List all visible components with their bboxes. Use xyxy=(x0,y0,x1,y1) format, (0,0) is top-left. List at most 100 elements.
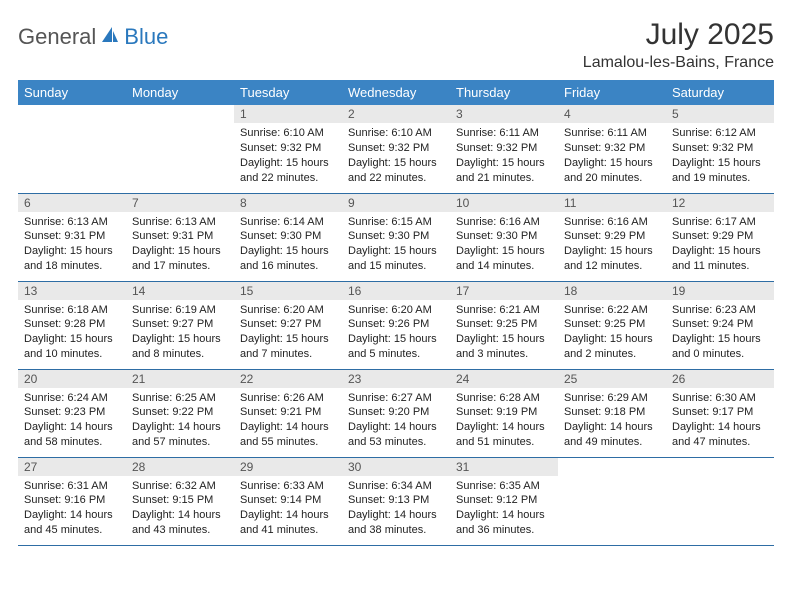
sunrise-text: Sunrise: 6:20 AM xyxy=(240,303,336,318)
day-content: Sunrise: 6:17 AMSunset: 9:29 PMDaylight:… xyxy=(666,212,774,278)
daylight-text: Daylight: 14 hours and 53 minutes. xyxy=(348,420,444,450)
daylight-text: Daylight: 15 hours and 0 minutes. xyxy=(672,332,768,362)
sunset-text: Sunset: 9:17 PM xyxy=(672,405,768,420)
day-content: Sunrise: 6:18 AMSunset: 9:28 PMDaylight:… xyxy=(18,300,126,366)
sunset-text: Sunset: 9:21 PM xyxy=(240,405,336,420)
logo: General Blue xyxy=(18,18,168,50)
day-content: Sunrise: 6:21 AMSunset: 9:25 PMDaylight:… xyxy=(450,300,558,366)
calendar-row: 13Sunrise: 6:18 AMSunset: 9:28 PMDayligh… xyxy=(18,281,774,369)
daylight-text: Daylight: 15 hours and 16 minutes. xyxy=(240,244,336,274)
day-content: Sunrise: 6:20 AMSunset: 9:26 PMDaylight:… xyxy=(342,300,450,366)
day-header: Thursday xyxy=(450,80,558,105)
daylight-text: Daylight: 14 hours and 38 minutes. xyxy=(348,508,444,538)
daylight-text: Daylight: 15 hours and 2 minutes. xyxy=(564,332,660,362)
sunrise-text: Sunrise: 6:35 AM xyxy=(456,479,552,494)
logo-sail-icon xyxy=(100,25,120,50)
sunset-text: Sunset: 9:28 PM xyxy=(24,317,120,332)
calendar-cell: 15Sunrise: 6:20 AMSunset: 9:27 PMDayligh… xyxy=(234,281,342,369)
sunrise-text: Sunrise: 6:26 AM xyxy=(240,391,336,406)
day-number: 16 xyxy=(342,282,450,300)
day-content: Sunrise: 6:27 AMSunset: 9:20 PMDaylight:… xyxy=(342,388,450,454)
day-number: 22 xyxy=(234,370,342,388)
sunset-text: Sunset: 9:32 PM xyxy=(564,141,660,156)
day-content: Sunrise: 6:25 AMSunset: 9:22 PMDaylight:… xyxy=(126,388,234,454)
day-header: Friday xyxy=(558,80,666,105)
month-title: July 2025 xyxy=(583,18,774,52)
daylight-text: Daylight: 14 hours and 47 minutes. xyxy=(672,420,768,450)
daylight-text: Daylight: 15 hours and 8 minutes. xyxy=(132,332,228,362)
sunrise-text: Sunrise: 6:22 AM xyxy=(564,303,660,318)
sunrise-text: Sunrise: 6:23 AM xyxy=(672,303,768,318)
day-number: 25 xyxy=(558,370,666,388)
calendar-cell: 4Sunrise: 6:11 AMSunset: 9:32 PMDaylight… xyxy=(558,105,666,193)
sunrise-text: Sunrise: 6:30 AM xyxy=(672,391,768,406)
calendar-cell: 6Sunrise: 6:13 AMSunset: 9:31 PMDaylight… xyxy=(18,193,126,281)
day-header: Wednesday xyxy=(342,80,450,105)
day-content: Sunrise: 6:12 AMSunset: 9:32 PMDaylight:… xyxy=(666,123,774,189)
calendar-cell: 17Sunrise: 6:21 AMSunset: 9:25 PMDayligh… xyxy=(450,281,558,369)
sunrise-text: Sunrise: 6:17 AM xyxy=(672,215,768,230)
sunset-text: Sunset: 9:32 PM xyxy=(672,141,768,156)
logo-text-blue: Blue xyxy=(124,24,168,50)
sunset-text: Sunset: 9:25 PM xyxy=(564,317,660,332)
day-content: Sunrise: 6:34 AMSunset: 9:13 PMDaylight:… xyxy=(342,476,450,542)
calendar-cell: 10Sunrise: 6:16 AMSunset: 9:30 PMDayligh… xyxy=(450,193,558,281)
sunset-text: Sunset: 9:30 PM xyxy=(348,229,444,244)
daylight-text: Daylight: 14 hours and 58 minutes. xyxy=(24,420,120,450)
calendar-cell: 22Sunrise: 6:26 AMSunset: 9:21 PMDayligh… xyxy=(234,369,342,457)
calendar-table: SundayMondayTuesdayWednesdayThursdayFrid… xyxy=(18,80,774,546)
sunset-text: Sunset: 9:25 PM xyxy=(456,317,552,332)
sunrise-text: Sunrise: 6:19 AM xyxy=(132,303,228,318)
sunrise-text: Sunrise: 6:11 AM xyxy=(456,126,552,141)
day-content: Sunrise: 6:10 AMSunset: 9:32 PMDaylight:… xyxy=(234,123,342,189)
calendar-cell: 2Sunrise: 6:10 AMSunset: 9:32 PMDaylight… xyxy=(342,105,450,193)
day-number: 30 xyxy=(342,458,450,476)
calendar-cell: 1Sunrise: 6:10 AMSunset: 9:32 PMDaylight… xyxy=(234,105,342,193)
sunrise-text: Sunrise: 6:25 AM xyxy=(132,391,228,406)
sunset-text: Sunset: 9:26 PM xyxy=(348,317,444,332)
day-number: 31 xyxy=(450,458,558,476)
day-number: 24 xyxy=(450,370,558,388)
day-content: Sunrise: 6:19 AMSunset: 9:27 PMDaylight:… xyxy=(126,300,234,366)
day-number: 9 xyxy=(342,194,450,212)
sunset-text: Sunset: 9:23 PM xyxy=(24,405,120,420)
sunrise-text: Sunrise: 6:33 AM xyxy=(240,479,336,494)
sunrise-text: Sunrise: 6:14 AM xyxy=(240,215,336,230)
calendar-cell: 26Sunrise: 6:30 AMSunset: 9:17 PMDayligh… xyxy=(666,369,774,457)
day-header: Monday xyxy=(126,80,234,105)
calendar-cell: 29Sunrise: 6:33 AMSunset: 9:14 PMDayligh… xyxy=(234,457,342,545)
calendar-cell: 30Sunrise: 6:34 AMSunset: 9:13 PMDayligh… xyxy=(342,457,450,545)
day-content: Sunrise: 6:33 AMSunset: 9:14 PMDaylight:… xyxy=(234,476,342,542)
calendar-cell: 3Sunrise: 6:11 AMSunset: 9:32 PMDaylight… xyxy=(450,105,558,193)
day-content: Sunrise: 6:14 AMSunset: 9:30 PMDaylight:… xyxy=(234,212,342,278)
day-number: 4 xyxy=(558,105,666,123)
calendar-head: SundayMondayTuesdayWednesdayThursdayFrid… xyxy=(18,80,774,105)
sunset-text: Sunset: 9:13 PM xyxy=(348,493,444,508)
sunrise-text: Sunrise: 6:10 AM xyxy=(348,126,444,141)
sunset-text: Sunset: 9:32 PM xyxy=(456,141,552,156)
daylight-text: Daylight: 15 hours and 17 minutes. xyxy=(132,244,228,274)
calendar-cell: 20Sunrise: 6:24 AMSunset: 9:23 PMDayligh… xyxy=(18,369,126,457)
sunrise-text: Sunrise: 6:15 AM xyxy=(348,215,444,230)
calendar-cell: 31Sunrise: 6:35 AMSunset: 9:12 PMDayligh… xyxy=(450,457,558,545)
location: Lamalou-les-Bains, France xyxy=(583,54,774,72)
logo-text-general: General xyxy=(18,24,96,50)
daylight-text: Daylight: 15 hours and 21 minutes. xyxy=(456,156,552,186)
day-number: 14 xyxy=(126,282,234,300)
day-content: Sunrise: 6:16 AMSunset: 9:30 PMDaylight:… xyxy=(450,212,558,278)
day-number: 5 xyxy=(666,105,774,123)
sunrise-text: Sunrise: 6:32 AM xyxy=(132,479,228,494)
day-number: 21 xyxy=(126,370,234,388)
sunset-text: Sunset: 9:27 PM xyxy=(240,317,336,332)
sunset-text: Sunset: 9:30 PM xyxy=(456,229,552,244)
sunset-text: Sunset: 9:18 PM xyxy=(564,405,660,420)
sunset-text: Sunset: 9:12 PM xyxy=(456,493,552,508)
daylight-text: Daylight: 14 hours and 41 minutes. xyxy=(240,508,336,538)
day-content: Sunrise: 6:29 AMSunset: 9:18 PMDaylight:… xyxy=(558,388,666,454)
day-number: 17 xyxy=(450,282,558,300)
day-header: Saturday xyxy=(666,80,774,105)
day-content: Sunrise: 6:31 AMSunset: 9:16 PMDaylight:… xyxy=(18,476,126,542)
sunset-text: Sunset: 9:15 PM xyxy=(132,493,228,508)
calendar-cell xyxy=(558,457,666,545)
day-content: Sunrise: 6:24 AMSunset: 9:23 PMDaylight:… xyxy=(18,388,126,454)
